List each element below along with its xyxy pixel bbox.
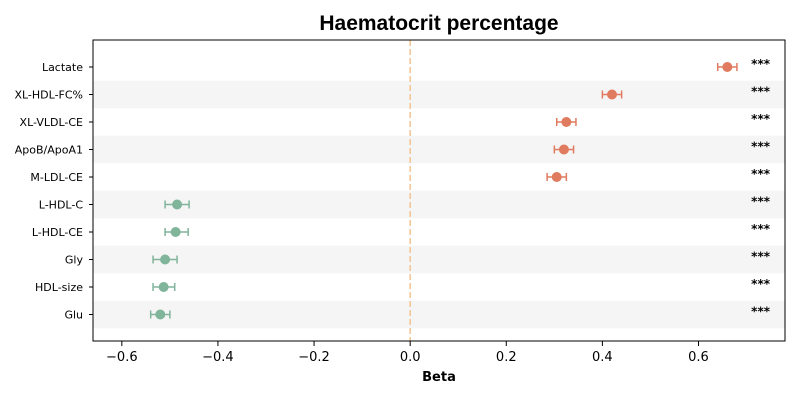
y-tick-label: XL-VLDL-CE [20,116,84,129]
significance-label: *** [751,305,771,319]
y-tick-label: ApoB/ApoA1 [15,144,83,157]
significance-label: *** [751,140,771,154]
y-tick-labels: Lactate XL-HDL-FC% XL-VLDL-CE ApoB/ApoA1 M-L… [14,61,93,322]
x-axis-label: Beta [422,370,456,385]
point-estimate [561,117,572,127]
point-estimate [722,62,733,72]
data-marks [149,62,738,320]
significance-labels: *** *** *** *** *** *** *** *** *** *** [751,57,771,319]
significance-label: *** [751,167,771,181]
row-band [93,190,785,219]
point-estimate [551,172,562,182]
row-band [93,300,785,329]
x-tick-label: 0.2 [496,350,517,365]
point-estimate [170,227,181,237]
significance-label: *** [751,57,771,71]
row-band [93,80,785,109]
row-bands [93,80,785,329]
y-tick-label: Gly [65,254,84,267]
chart-title: Haematocrit percentage [319,12,558,35]
significance-label: *** [751,85,771,99]
x-tick-label: −0.2 [298,350,330,365]
y-tick-label: M-LDL-CE [30,171,83,184]
plot-frame [92,39,786,342]
y-tick-label: Glu [64,309,83,322]
significance-label: *** [751,250,771,264]
point-estimate [558,144,569,155]
point-estimate [160,254,171,265]
significance-label: *** [751,277,771,291]
x-tick-label: 0.4 [592,350,613,365]
point-estimate [607,89,617,100]
y-tick-label: XL-HDL-FC% [14,89,83,102]
x-tick-label: 0.0 [400,350,421,365]
y-tick-label: HDL-size [35,281,83,294]
point-estimate [155,309,166,320]
y-tick-label: L-HDL-C [39,199,84,212]
x-axis-ticks: −0.6 −0.4 −0.2 0.0 0.2 0.4 0.6 [106,341,709,365]
x-tick-label: 0.6 [688,350,709,365]
significance-label: *** [751,195,771,209]
x-tick-label: −0.6 [106,350,138,365]
row-band [93,135,785,164]
point-estimate [158,282,169,292]
y-tick-label: L-HDL-CE [32,226,83,239]
significance-label: *** [751,222,771,236]
row-band [93,245,785,274]
x-tick-label: −0.4 [202,350,234,365]
significance-label: *** [751,112,771,126]
y-tick-label: Lactate [42,61,83,74]
point-estimate [172,199,183,210]
